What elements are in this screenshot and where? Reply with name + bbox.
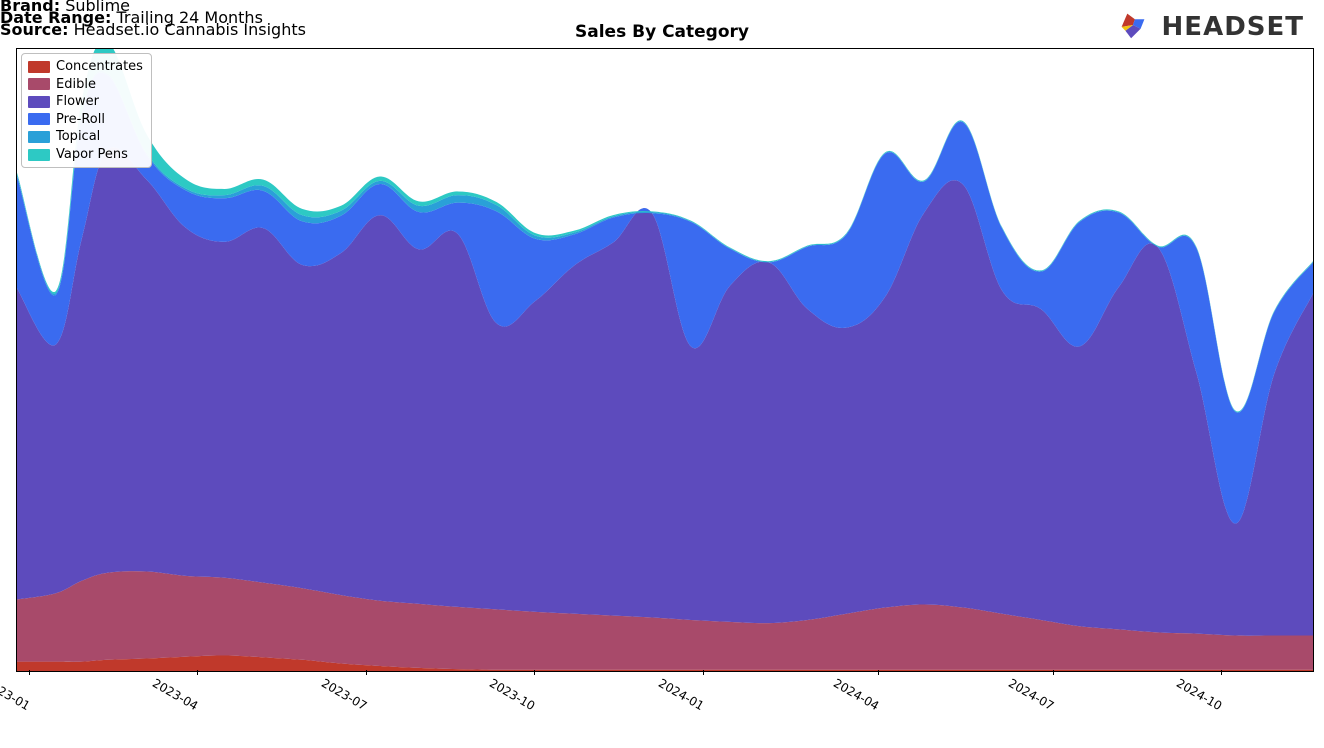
x-tick-mark xyxy=(197,670,198,675)
x-tick-label: 2023-07 xyxy=(319,676,369,713)
legend-item-pre-roll: Pre-Roll xyxy=(28,111,143,129)
x-tick-mark xyxy=(703,670,704,675)
x-tick-mark xyxy=(29,670,30,675)
legend-swatch xyxy=(28,113,50,125)
legend-swatch xyxy=(28,61,50,73)
x-tick-mark xyxy=(878,670,879,675)
stacked-area-chart xyxy=(17,49,1313,671)
legend-label: Topical xyxy=(56,128,100,146)
x-tick-label: 2024-07 xyxy=(1006,676,1056,713)
legend-item-vapor-pens: Vapor Pens xyxy=(28,146,143,164)
chart-legend: ConcentratesEdibleFlowerPre-RollTopicalV… xyxy=(21,53,152,168)
legend-label: Pre-Roll xyxy=(56,111,105,129)
legend-item-topical: Topical xyxy=(28,128,143,146)
x-tick-label: 2023-01 xyxy=(0,676,32,713)
x-tick-label: 2024-01 xyxy=(656,676,706,713)
chart-plot-area: ConcentratesEdibleFlowerPre-RollTopicalV… xyxy=(16,48,1314,672)
legend-item-concentrates: Concentrates xyxy=(28,58,143,76)
x-tick-mark xyxy=(366,670,367,675)
x-tick-mark xyxy=(1053,670,1054,675)
x-tick-mark xyxy=(534,670,535,675)
x-tick-label: 2023-04 xyxy=(150,676,200,713)
x-tick-mark xyxy=(1221,670,1222,675)
legend-swatch xyxy=(28,96,50,108)
legend-swatch xyxy=(28,131,50,143)
legend-item-flower: Flower xyxy=(28,93,143,111)
x-tick-label: 2023-10 xyxy=(487,676,537,713)
legend-swatch xyxy=(28,78,50,90)
x-tick-label: 2024-10 xyxy=(1174,676,1224,713)
legend-label: Edible xyxy=(56,76,96,94)
legend-label: Vapor Pens xyxy=(56,146,128,164)
x-tick-label: 2024-04 xyxy=(831,676,881,713)
legend-item-edible: Edible xyxy=(28,76,143,94)
legend-label: Concentrates xyxy=(56,58,143,76)
chart-title: Sales By Category xyxy=(0,22,1324,42)
legend-swatch xyxy=(28,149,50,161)
legend-label: Flower xyxy=(56,93,99,111)
